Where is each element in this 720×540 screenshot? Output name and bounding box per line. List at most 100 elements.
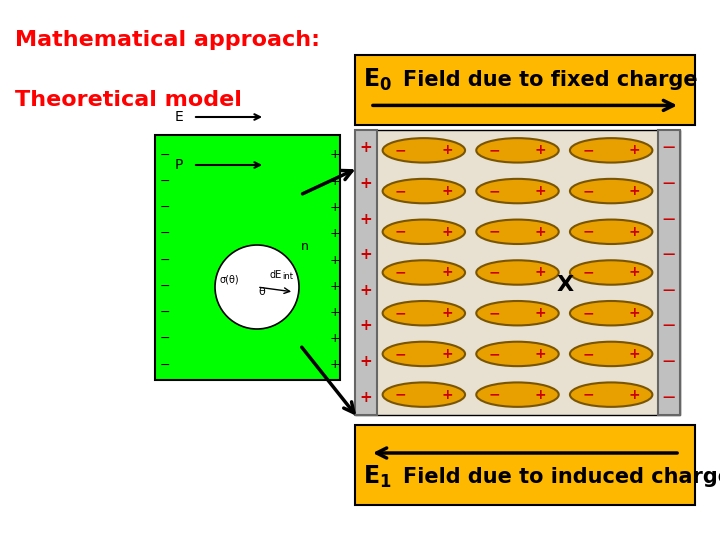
Text: +: +: [330, 280, 341, 293]
Text: −: −: [395, 388, 407, 402]
Text: +: +: [629, 143, 640, 157]
Text: +: +: [441, 388, 453, 402]
Text: X: X: [557, 275, 574, 295]
Text: +: +: [330, 148, 341, 161]
Ellipse shape: [477, 342, 559, 366]
Text: $\mathbf{E_1}$: $\mathbf{E_1}$: [363, 464, 392, 490]
Text: —: —: [663, 248, 675, 261]
Text: σ(θ): σ(θ): [220, 274, 239, 284]
Text: +: +: [629, 306, 640, 320]
Text: E: E: [175, 110, 184, 124]
Ellipse shape: [570, 179, 652, 203]
Ellipse shape: [382, 260, 465, 285]
Text: +: +: [359, 176, 372, 191]
Text: +: +: [441, 347, 453, 361]
Text: +: +: [535, 388, 546, 402]
Text: +: +: [629, 388, 640, 402]
Text: +: +: [441, 266, 453, 280]
Text: −: −: [160, 359, 171, 372]
FancyBboxPatch shape: [155, 135, 340, 380]
Ellipse shape: [382, 179, 465, 203]
Ellipse shape: [477, 382, 559, 407]
Text: int: int: [282, 272, 293, 281]
Text: θ: θ: [258, 287, 266, 297]
Text: +: +: [441, 143, 453, 157]
Text: —: —: [663, 390, 675, 403]
Text: −: −: [582, 184, 594, 198]
Text: +: +: [441, 225, 453, 239]
Text: +: +: [330, 201, 341, 214]
Ellipse shape: [570, 220, 652, 244]
Text: −: −: [160, 306, 171, 319]
Ellipse shape: [382, 138, 465, 163]
Text: —: —: [663, 177, 675, 190]
Text: +: +: [330, 227, 341, 240]
Text: —: —: [663, 355, 675, 368]
Ellipse shape: [477, 179, 559, 203]
Text: −: −: [395, 143, 407, 157]
Text: P: P: [175, 158, 184, 172]
Text: +: +: [535, 143, 546, 157]
Text: −: −: [489, 266, 500, 280]
Text: −: −: [489, 143, 500, 157]
Text: −: −: [395, 266, 407, 280]
FancyBboxPatch shape: [355, 55, 695, 125]
Text: −: −: [582, 347, 594, 361]
Text: −: −: [395, 347, 407, 361]
Text: dE: dE: [269, 270, 282, 280]
Text: +: +: [359, 140, 372, 156]
FancyBboxPatch shape: [658, 130, 680, 415]
Text: +: +: [629, 184, 640, 198]
Ellipse shape: [477, 138, 559, 163]
Ellipse shape: [382, 220, 465, 244]
Ellipse shape: [570, 260, 652, 285]
Text: −: −: [582, 143, 594, 157]
Text: +: +: [330, 332, 341, 345]
Text: Mathematical approach:: Mathematical approach:: [15, 30, 320, 50]
Text: +: +: [535, 184, 546, 198]
Text: −: −: [395, 184, 407, 198]
Text: Field due to induced charge: Field due to induced charge: [403, 467, 720, 487]
Text: Theoretical model: Theoretical model: [15, 90, 242, 110]
Text: +: +: [330, 306, 341, 319]
Ellipse shape: [570, 138, 652, 163]
Text: −: −: [582, 225, 594, 239]
FancyBboxPatch shape: [355, 130, 377, 415]
Ellipse shape: [570, 342, 652, 366]
Ellipse shape: [477, 260, 559, 285]
Text: −: −: [160, 201, 171, 214]
Text: +: +: [535, 225, 546, 239]
Text: +: +: [535, 347, 546, 361]
FancyBboxPatch shape: [355, 425, 695, 505]
Circle shape: [215, 245, 299, 329]
Text: −: −: [160, 332, 171, 345]
Text: +: +: [629, 225, 640, 239]
Text: Field due to fixed charge: Field due to fixed charge: [403, 70, 698, 90]
Text: −: −: [489, 225, 500, 239]
Text: +: +: [441, 306, 453, 320]
Text: +: +: [441, 184, 453, 198]
Text: −: −: [489, 184, 500, 198]
Text: −: −: [489, 306, 500, 320]
Text: −: −: [160, 175, 171, 188]
Text: +: +: [629, 347, 640, 361]
Text: +: +: [330, 359, 341, 372]
Text: +: +: [359, 283, 372, 298]
Text: −: −: [582, 266, 594, 280]
Ellipse shape: [382, 342, 465, 366]
Ellipse shape: [382, 382, 465, 407]
Text: −: −: [160, 148, 171, 161]
Text: +: +: [359, 247, 372, 262]
Text: +: +: [359, 319, 372, 333]
Text: −: −: [160, 227, 171, 240]
Text: +: +: [330, 253, 341, 267]
Ellipse shape: [570, 301, 652, 326]
Text: −: −: [160, 280, 171, 293]
Text: $\mathbf{E_0}$: $\mathbf{E_0}$: [363, 67, 392, 93]
Text: −: −: [395, 306, 407, 320]
Text: —: —: [663, 284, 675, 297]
Text: −: −: [582, 306, 594, 320]
Text: +: +: [359, 354, 372, 369]
Ellipse shape: [477, 220, 559, 244]
Text: −: −: [582, 388, 594, 402]
